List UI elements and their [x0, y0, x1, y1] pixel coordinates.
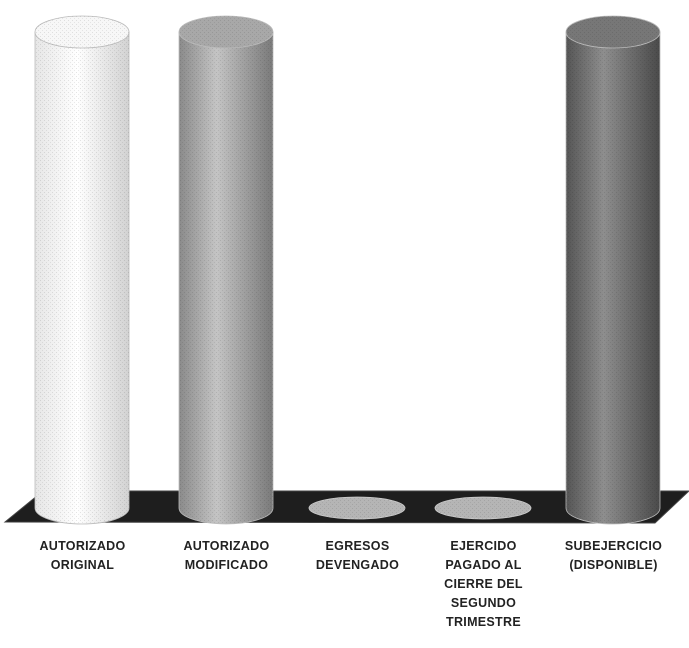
bar-texture-0: [35, 32, 129, 524]
bar-0: [34, 15, 130, 525]
bar-texture-1: [179, 32, 273, 524]
category-label-0: AUTORIZADO ORIGINAL: [39, 539, 126, 572]
bar-disc-texture-3: [435, 497, 531, 519]
bar-texture-4: [566, 32, 660, 524]
bar-3: [434, 496, 532, 520]
bar-2: [308, 496, 406, 520]
category-label-3: EJERCIDO PAGADO AL CIERRE DEL SEGUNDO TR…: [444, 539, 523, 629]
category-label-2: EGRESOS DEVENGADO: [315, 539, 400, 572]
bars-group: [34, 15, 661, 525]
bar-cap-texture-0: [35, 16, 129, 48]
bar-cap-texture-4: [566, 16, 660, 48]
category-label-1: AUTORIZADO MODIFICADO: [183, 539, 270, 572]
bar-disc-texture-2: [309, 497, 405, 519]
category-label-4: SUBEJERCICIO (DISPONIBLE): [564, 539, 663, 572]
bar-1: [178, 15, 274, 525]
bar-cap-texture-1: [179, 16, 273, 48]
bar-4: [565, 15, 661, 525]
